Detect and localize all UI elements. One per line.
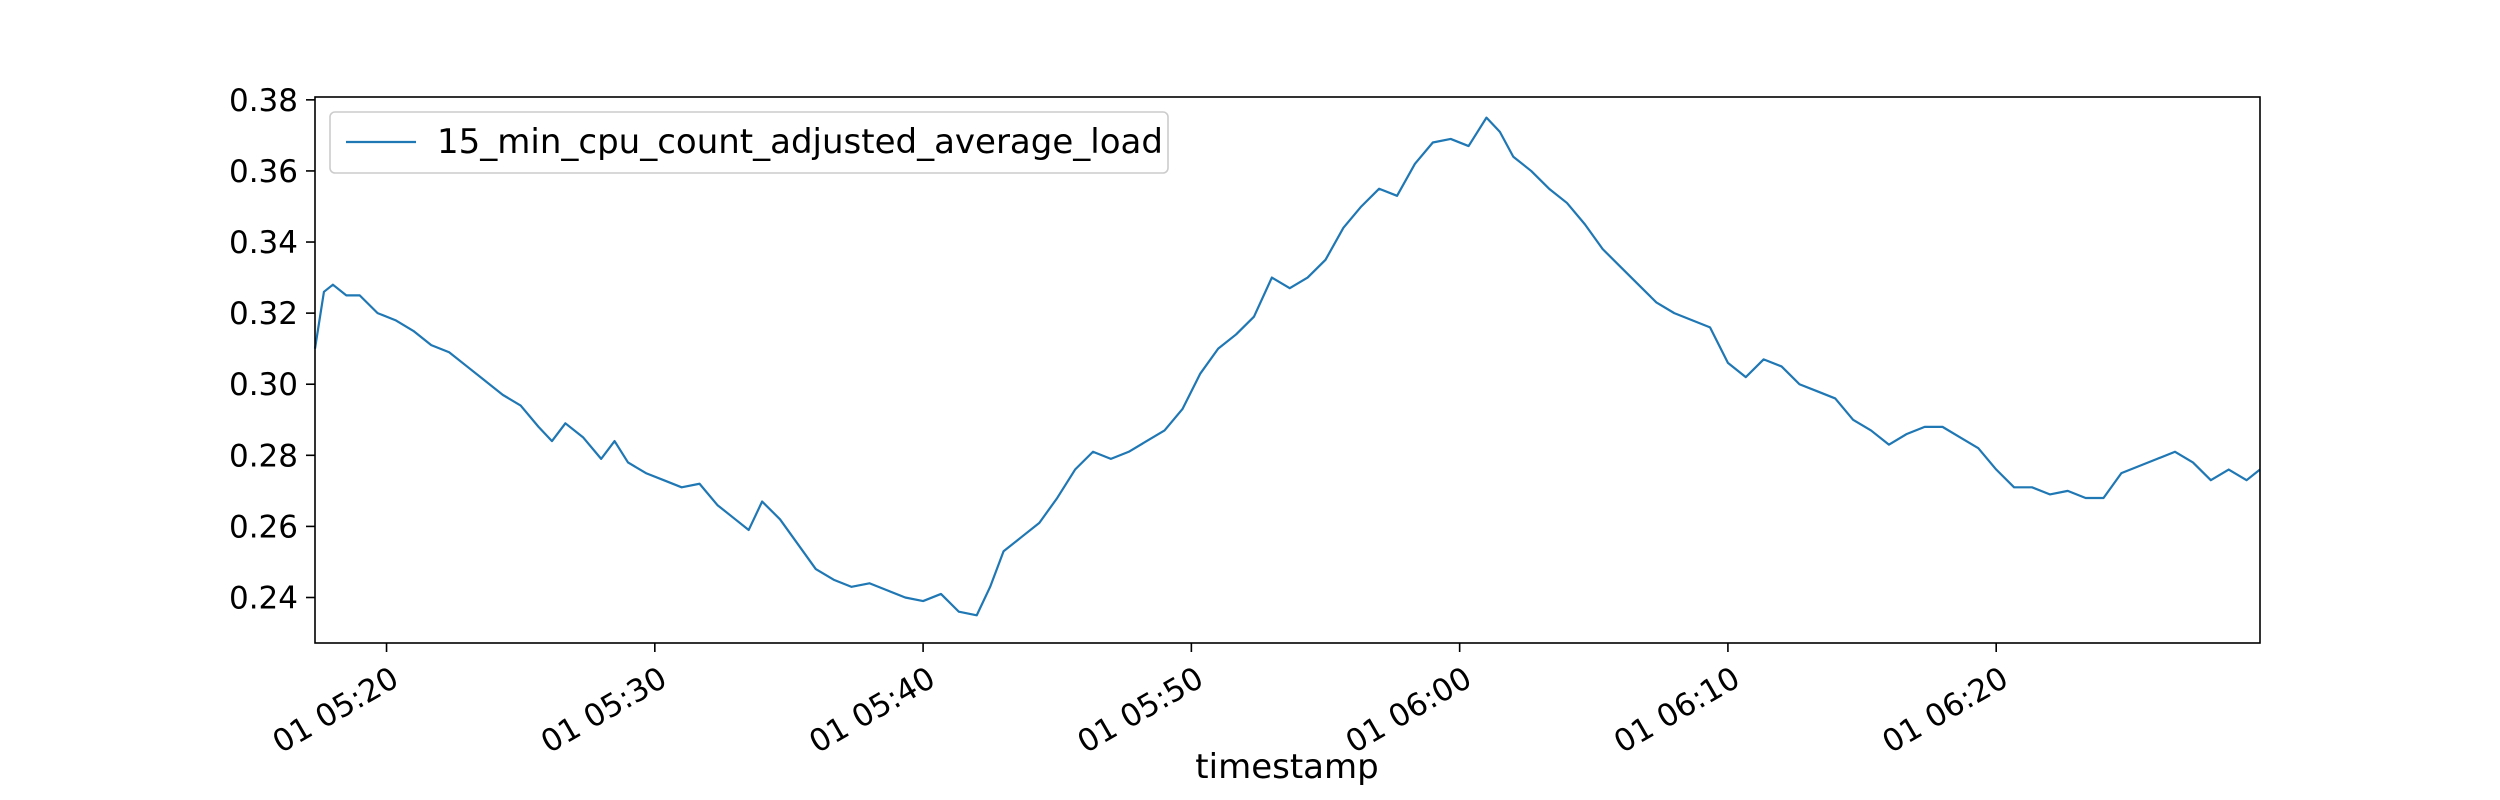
y-tick-label: 0.34 bbox=[229, 225, 298, 261]
plot-area-frame bbox=[314, 96, 2261, 644]
series-line-0 bbox=[313, 116, 2261, 617]
legend-series-label: 15_min_cpu_count_adjusted_average_load bbox=[437, 122, 1163, 162]
y-tick-label: 0.38 bbox=[229, 83, 298, 119]
x-axis-title: timestamp bbox=[1195, 747, 1378, 787]
y-tick-label: 0.26 bbox=[229, 509, 298, 545]
series-layer bbox=[313, 116, 2261, 617]
y-axis: 0.24 0.26 0.28 0.30 0.32 0.34 0.36 0.38 bbox=[229, 83, 315, 617]
y-tick-label: 0.32 bbox=[229, 296, 298, 332]
y-tick-label: 0.28 bbox=[229, 438, 298, 474]
legend: 15_min_cpu_count_adjusted_average_load bbox=[329, 111, 1169, 174]
y-tick-label: 0.30 bbox=[229, 367, 298, 403]
y-tick-label: 0.36 bbox=[229, 154, 298, 190]
y-tick-label: 0.24 bbox=[229, 581, 298, 617]
legend-box bbox=[329, 111, 1169, 174]
